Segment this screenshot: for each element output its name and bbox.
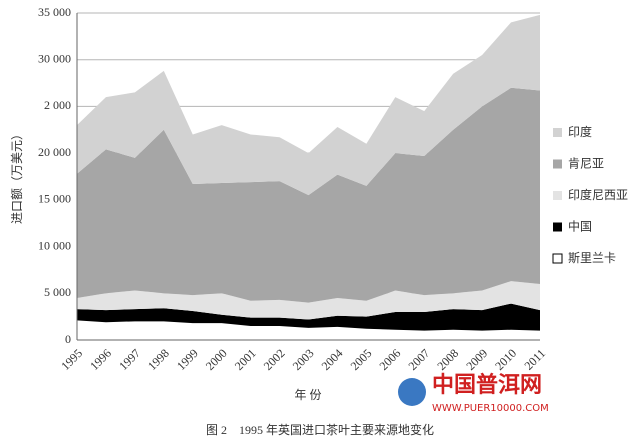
legend-label: 印度: [568, 124, 592, 139]
y-tick-label: 0: [65, 332, 71, 346]
y-tick-label: 30 000: [38, 51, 71, 65]
x-tick-label: 2010: [492, 346, 519, 373]
x-tick-label: 2000: [203, 346, 230, 373]
y-axis-label: 进口额（万美元）: [10, 128, 24, 224]
x-axis-label: 年 份: [294, 388, 321, 402]
y-tick-label: 10 000: [38, 238, 71, 252]
y-tick-label: 15 000: [38, 192, 71, 206]
x-tick-label: 1999: [174, 346, 201, 373]
x-tick-label: 1995: [58, 346, 85, 373]
area: [77, 14, 540, 196]
legend-label: 肯尼亚: [568, 156, 604, 170]
area: [77, 303, 540, 331]
legend-swatch: [552, 253, 563, 264]
x-tick-label: 1996: [87, 346, 114, 373]
y-tick-label: 2 000: [44, 98, 71, 112]
x-tick-label: 2001: [232, 346, 259, 373]
area: [77, 320, 540, 340]
x-tick-label: 2007: [405, 346, 432, 373]
x-tick-label: 2006: [377, 346, 404, 373]
x-tick-label: 2008: [434, 346, 461, 373]
legend-swatch: [553, 191, 562, 200]
x-tick-label: 2002: [261, 346, 288, 373]
legend-label: 中国: [568, 218, 592, 233]
legend-label: 印度尼西亚: [568, 187, 628, 202]
x-tick-label: 1997: [116, 346, 143, 373]
watermark-url: WWW.PUER10000.COM: [432, 403, 549, 414]
legend-swatch: [553, 128, 562, 137]
area: [77, 281, 540, 320]
y-tick-label: 35 000: [38, 5, 71, 19]
x-tick-label: 2003: [290, 346, 317, 373]
caption: 图 2 1995 年英国进口茶叶主要来源地变化: [206, 422, 434, 437]
x-tick-label: 1998: [145, 346, 172, 373]
x-tick-label: 2004: [319, 346, 346, 373]
watermark-icon: [398, 378, 426, 406]
y-tick-label: 20 000: [38, 145, 71, 159]
x-tick-label: 2005: [348, 346, 375, 373]
legend-swatch: [553, 159, 562, 169]
legend-swatch: [553, 222, 562, 232]
watermark-logo: 中国普洱网: [432, 372, 542, 398]
x-tick-label: 2009: [463, 346, 490, 373]
legend-label: 斯里兰卡: [568, 251, 616, 265]
x-tick-label: 2011: [522, 346, 549, 373]
y-tick-label: 5 000: [44, 285, 71, 299]
